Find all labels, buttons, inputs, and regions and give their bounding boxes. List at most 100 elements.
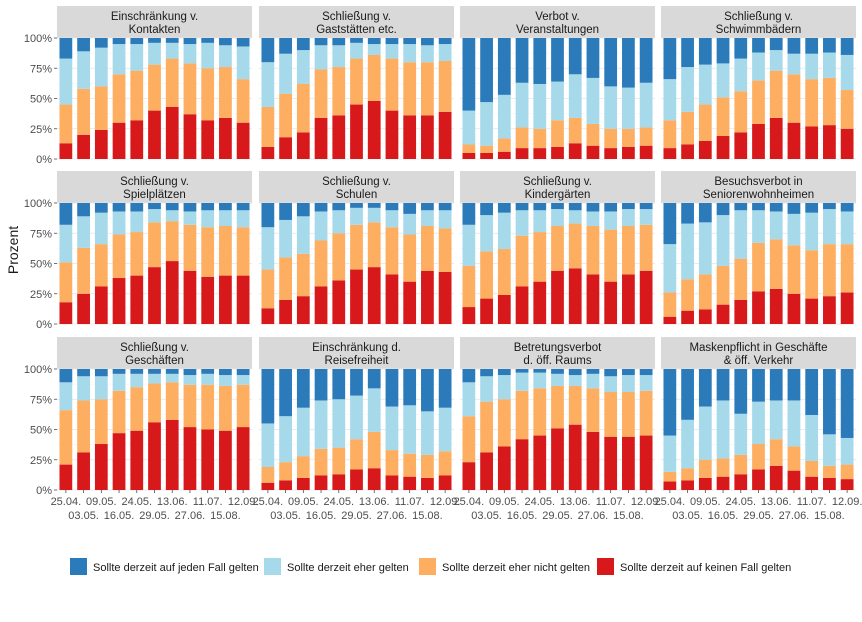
bar-eher-nicht [515, 390, 529, 440]
x-tick-label: 16.05. [306, 510, 337, 522]
x-tick-label: 16.05. [507, 510, 538, 522]
bar-eher-nicht [734, 91, 748, 133]
bar-jeden-fall [112, 38, 126, 45]
bar-jeden-fall [698, 38, 712, 65]
bar-jeden-fall [734, 38, 748, 59]
bar-keinen-fall [403, 281, 417, 324]
bar-eher [663, 79, 677, 121]
bar-eher-nicht [130, 70, 144, 121]
bar-jeden-fall [604, 369, 618, 377]
bar-jeden-fall [823, 203, 836, 210]
legend-label: Sollte derzeit auf keinen Fall gelten [620, 562, 791, 574]
bar-eher-nicht [462, 265, 476, 308]
bar-keinen-fall [639, 270, 653, 324]
bar-eher-nicht [201, 68, 215, 121]
bar-jeden-fall [805, 369, 819, 415]
bar-jeden-fall [385, 203, 399, 211]
bar-jeden-fall [112, 203, 126, 212]
bar-eher [752, 401, 765, 445]
bar-keinen-fall [314, 117, 328, 159]
bar-keinen-fall [314, 475, 328, 490]
bar-eher [403, 44, 417, 63]
bar-eher [840, 211, 854, 245]
bar-jeden-fall [183, 38, 197, 45]
bar-jeden-fall [734, 203, 748, 211]
facet-title: Spielplätzen [123, 189, 186, 201]
bar-jeden-fall [314, 369, 328, 401]
bar-eher [385, 210, 399, 228]
bar-keinen-fall [130, 275, 144, 324]
bar-jeden-fall [279, 38, 292, 54]
facet-strip [259, 337, 454, 370]
bar-eher-nicht [840, 244, 854, 293]
bar-keinen-fall [663, 148, 677, 159]
bar-eher-nicht [148, 383, 161, 423]
x-tick-label: 11.07. [193, 496, 223, 508]
facet-title: Reisefreiheit [325, 355, 390, 367]
bar-keinen-fall [438, 111, 452, 159]
bar-keinen-fall [94, 129, 108, 159]
bar-eher [94, 47, 108, 87]
facet-strip [460, 337, 655, 370]
bar-keinen-fall [148, 110, 161, 159]
bar-eher-nicht [77, 400, 90, 453]
bar-jeden-fall [604, 203, 618, 212]
bar-jeden-fall [681, 203, 694, 224]
bar-eher [219, 210, 232, 226]
bar-jeden-fall [823, 369, 836, 435]
bar-keinen-fall [314, 286, 328, 324]
bar-jeden-fall [716, 203, 730, 216]
bar-jeden-fall [663, 369, 677, 436]
bar-eher-nicht [77, 247, 90, 294]
facet-strip [661, 337, 856, 370]
bar-eher-nicht [403, 62, 417, 116]
bar-jeden-fall [681, 38, 694, 68]
bar-eher-nicht [183, 224, 197, 271]
bar-keinen-fall [622, 436, 635, 490]
bar-eher [296, 216, 310, 254]
y-tick-label: 100% [24, 33, 52, 45]
bar-jeden-fall [551, 369, 564, 374]
bar-jeden-fall [787, 38, 801, 54]
bar-jeden-fall [752, 38, 765, 53]
bar-eher [296, 50, 310, 84]
facet-title: Veranstaltungen [516, 24, 599, 36]
bar-eher [823, 52, 836, 78]
bar-eher [769, 211, 783, 240]
bar-eher [716, 215, 730, 266]
bar-eher [385, 406, 399, 451]
bar-eher [59, 382, 73, 411]
bar-eher-nicht [279, 257, 292, 300]
bar-jeden-fall [201, 369, 215, 374]
bar-eher [279, 219, 292, 258]
bar-eher [734, 413, 748, 455]
bar-eher-nicht [698, 104, 712, 141]
bar-eher [314, 45, 328, 70]
bar-keinen-fall [261, 308, 275, 324]
bar-eher-nicht [681, 468, 694, 481]
bar-keinen-fall [515, 286, 529, 324]
bar-jeden-fall [823, 38, 836, 53]
bar-eher [497, 375, 511, 400]
bar-eher [497, 94, 511, 139]
bar-eher [639, 209, 653, 225]
bar-eher-nicht [639, 127, 653, 146]
bar-eher [787, 400, 801, 447]
bar-jeden-fall [551, 203, 564, 210]
bar-jeden-fall [77, 369, 90, 377]
bar-eher-nicht [663, 292, 677, 317]
bar-eher [77, 216, 90, 248]
bar-keinen-fall [805, 298, 819, 324]
x-tick-label: 11.07. [395, 496, 425, 508]
bar-eher-nicht [716, 265, 730, 305]
bar-jeden-fall [59, 38, 73, 59]
bar-jeden-fall [261, 369, 275, 424]
bar-eher-nicht [421, 454, 434, 478]
bar-keinen-fall [698, 309, 712, 324]
bar-keinen-fall [201, 276, 215, 324]
bar-jeden-fall [462, 38, 476, 111]
bar-eher-nicht [716, 458, 730, 477]
bar-keinen-fall [148, 267, 161, 324]
bar-keinen-fall [183, 114, 197, 159]
bar-eher [663, 435, 677, 472]
